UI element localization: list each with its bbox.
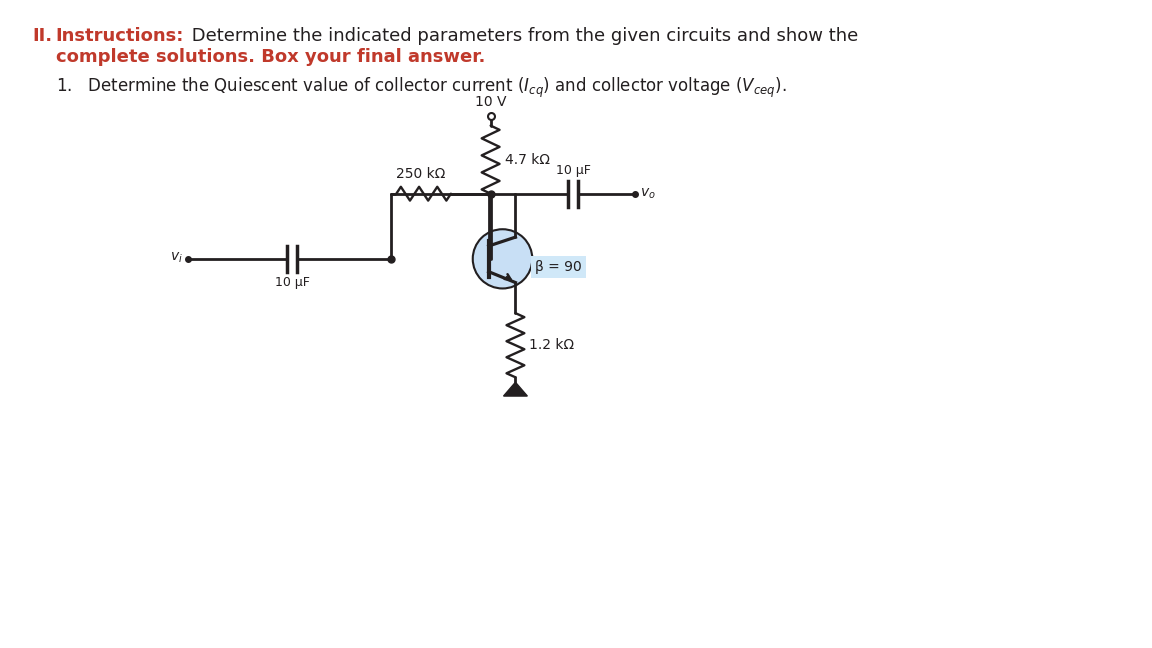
Text: β = 90: β = 90 <box>536 260 582 273</box>
Polygon shape <box>503 382 528 396</box>
Text: complete solutions. Box your final answer.: complete solutions. Box your final answe… <box>55 47 485 65</box>
Text: 10 μF: 10 μF <box>274 275 310 288</box>
Circle shape <box>472 229 532 288</box>
Text: 10 V: 10 V <box>475 95 507 109</box>
Text: $v_o$: $v_o$ <box>639 187 655 201</box>
Text: 1.2 kΩ: 1.2 kΩ <box>529 338 575 353</box>
Text: II.: II. <box>32 27 52 45</box>
Text: Determine the indicated parameters from the given circuits and show the: Determine the indicated parameters from … <box>185 27 858 45</box>
Text: $v_i$: $v_i$ <box>170 251 183 265</box>
Text: Instructions:: Instructions: <box>55 27 184 45</box>
Text: 250 kΩ: 250 kΩ <box>396 167 446 181</box>
Text: 10 μF: 10 μF <box>555 164 591 177</box>
Text: 1.   Determine the Quiescent value of collector current $(I_{cq})$ and collector: 1. Determine the Quiescent value of coll… <box>55 76 787 100</box>
Text: 4.7 kΩ: 4.7 kΩ <box>505 153 550 167</box>
